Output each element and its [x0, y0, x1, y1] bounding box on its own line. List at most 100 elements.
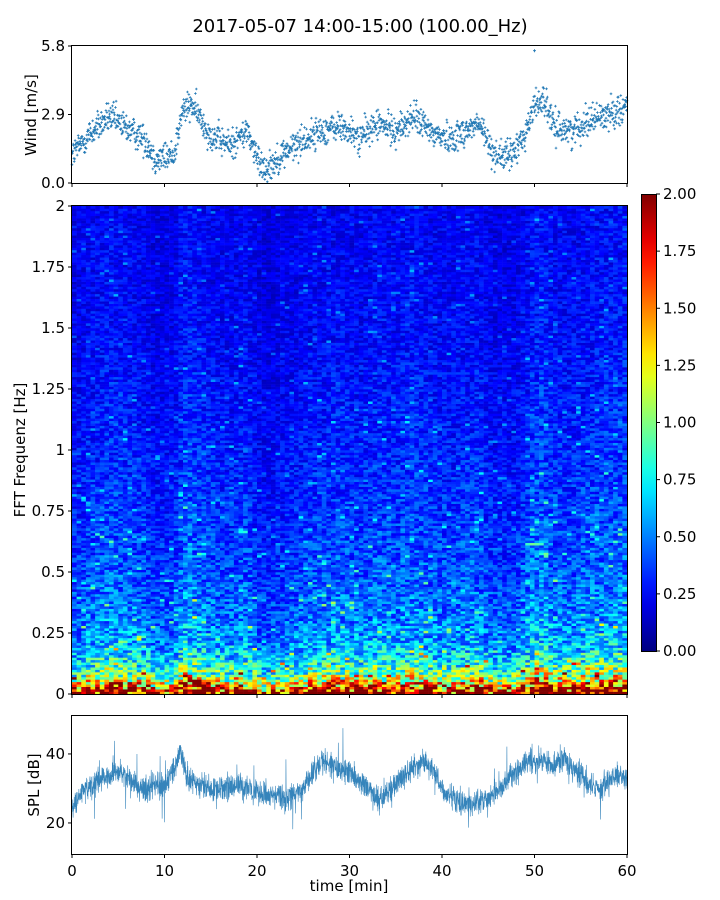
- spectrogram-cell: [146, 664, 151, 668]
- spectrogram-cell: [358, 608, 364, 612]
- spectrogram-cell: [497, 645, 503, 648]
- spectrogram-cell: [613, 642, 619, 646]
- spectrogram-cell: [243, 681, 249, 685]
- spectrogram-cell: [590, 672, 595, 675]
- spectrogram-cell: [257, 642, 262, 646]
- spectrogram-cell: [590, 664, 595, 668]
- spectrogram-cell: [146, 689, 151, 692]
- spectrogram-cell: [608, 645, 614, 648]
- spectrogram-cell: [178, 686, 184, 690]
- spectrogram-cell: [201, 667, 207, 670]
- spectrogram-cell: [215, 647, 221, 651]
- spectrogram-cell: [261, 659, 267, 663]
- spectrogram-cell: [344, 608, 350, 612]
- spectrogram-cell: [534, 657, 540, 661]
- spectrogram-cell: [557, 611, 563, 614]
- spectrogram-cell: [294, 679, 299, 683]
- spectrogram-cell: [257, 681, 262, 685]
- spectrogram-cell: [548, 642, 554, 646]
- spectrogram-cell: [99, 608, 105, 612]
- spectrogram-cell: [192, 650, 198, 653]
- spectrogram-cell: [206, 628, 212, 631]
- spectrogram-cell: [321, 669, 327, 673]
- spectrogram-cell: [354, 679, 360, 683]
- spectrogram-cell: [557, 615, 563, 619]
- spectrogram-cell: [539, 659, 545, 663]
- spectrogram-cell: [76, 645, 82, 648]
- spectrogram-cell: [386, 608, 392, 612]
- spectrogram-cell: [178, 603, 184, 607]
- spectrogram-cell: [423, 596, 429, 600]
- spectrogram-cell: [437, 620, 443, 624]
- spectrogram-cell: [113, 628, 119, 631]
- spectrogram-cell: [122, 654, 128, 658]
- spectrogram-cell: [317, 650, 323, 653]
- spectrogram-cell: [608, 611, 614, 614]
- spectrogram-cell: [187, 637, 193, 641]
- spectrogram-cell: [243, 667, 249, 670]
- spectrogram-cell: [266, 601, 272, 605]
- spectrogram-cell: [516, 611, 521, 614]
- spectrogram-cell: [437, 679, 443, 683]
- spectrogram-cell: [506, 620, 512, 624]
- spectrogram-cell: [474, 596, 480, 600]
- spectrogram-cell: [146, 635, 151, 639]
- spectrogram-cell: [580, 601, 586, 605]
- spectrogram-cell: [446, 679, 452, 683]
- spectrogram-cell: [474, 637, 480, 641]
- spectrogram-cell: [229, 674, 235, 678]
- spectrogram-cell: [257, 603, 262, 607]
- spectrogram-cell: [81, 625, 87, 629]
- spectrogram-cell: [122, 691, 128, 695]
- spectrogram-cell: [76, 647, 82, 651]
- spectrogram-cell: [252, 642, 258, 646]
- spectrogram-cell: [423, 662, 429, 666]
- spectrogram-cell: [95, 601, 101, 605]
- spectrogram-cell: [326, 674, 332, 678]
- spectrogram-cell: [381, 679, 387, 683]
- spectrogram-cell: [437, 618, 443, 622]
- spectrogram-cell: [395, 601, 401, 605]
- spectrogram-cell: [132, 681, 138, 685]
- spectrogram-cell: [442, 608, 447, 612]
- spectrogram-cell: [553, 689, 558, 692]
- spectrogram-cell: [159, 650, 165, 653]
- spectrogram-cell: [571, 601, 577, 605]
- spectrogram-cell: [307, 669, 313, 673]
- spectrogram-cell: [525, 679, 531, 683]
- spectrogram-cell: [331, 606, 336, 609]
- spectrogram-cell: [585, 642, 591, 646]
- spectrogram-cell: [437, 674, 443, 678]
- spectrogram-cell: [169, 593, 175, 597]
- spectrogram-cell: [534, 625, 540, 629]
- spectrogram-cell: [395, 630, 401, 634]
- spectrogram-cell: [516, 647, 521, 651]
- spectrogram-cell: [368, 662, 373, 666]
- spectrogram-cell: [284, 659, 290, 663]
- spectrogram-cell: [520, 679, 526, 683]
- spectrogram-cell: [590, 684, 595, 687]
- spectrogram-cell: [613, 652, 619, 656]
- spectrogram-cell: [603, 686, 609, 690]
- spectrogram-cell: [155, 630, 161, 634]
- spectrogram-cell: [317, 642, 323, 646]
- spectrogram-cell: [465, 691, 471, 695]
- spectrogram-cell: [386, 657, 392, 661]
- spectrogram-cell: [548, 608, 554, 612]
- spectrogram-cell: [368, 613, 373, 617]
- spectrogram-cell: [543, 647, 549, 651]
- spectrogram-cell: [146, 601, 151, 605]
- spectrogram-cell: [118, 603, 124, 607]
- spectrogram-cell: [183, 645, 188, 648]
- spectrogram-cell: [95, 659, 101, 663]
- spectrogram-cell: [358, 652, 364, 656]
- spectrogram-cell: [331, 601, 336, 605]
- spectrogram-cell: [183, 684, 188, 687]
- spectrogram-cell: [363, 603, 369, 607]
- spectrogram-cell: [294, 603, 299, 607]
- spectrogram-cell: [118, 625, 124, 629]
- spectrogram-cell: [613, 681, 619, 685]
- spectrogram-cell: [331, 659, 336, 663]
- spectrogram-cell: [289, 628, 295, 631]
- spectrogram-cell: [155, 654, 161, 658]
